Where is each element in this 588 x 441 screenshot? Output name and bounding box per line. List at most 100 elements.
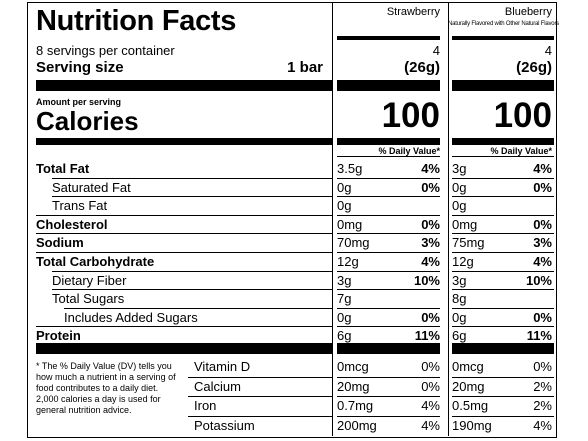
- column-row-divider: [337, 289, 440, 291]
- nutrient-name: Trans Fat: [52, 198, 108, 214]
- column-servings: 4: [432, 43, 440, 58]
- daily-value-header: % Daily Value*: [490, 146, 552, 156]
- vitamin-divider: [188, 376, 332, 378]
- row-divider: [36, 326, 332, 328]
- column-row-divider: [452, 233, 554, 235]
- column-serving-bar: [337, 80, 440, 91]
- calories-divider-bar: [36, 138, 332, 145]
- nutrient-amount: 70mg: [337, 235, 370, 251]
- vitamin-daily-value: 2%: [533, 378, 552, 394]
- nutrient-amount: 8g: [452, 291, 467, 307]
- calories-label: Calories: [36, 106, 139, 136]
- row-divider: [64, 307, 332, 309]
- nutrient-amount: 7g: [337, 291, 352, 307]
- nutrient-amount: 3g: [337, 272, 352, 288]
- vitamin-daily-value: 4%: [421, 398, 440, 413]
- nutrient-name: Total Fat: [36, 161, 90, 176]
- nutrient-amount: 0g: [452, 309, 467, 325]
- nutrient-daily-value: 0%: [533, 179, 552, 195]
- column-row-divider: [337, 270, 440, 272]
- nutrient-name: Total Sugars: [52, 291, 125, 307]
- vitamin-divider: [188, 415, 332, 417]
- column-calories-bar: [452, 138, 554, 145]
- flavor-name: Strawberry: [386, 6, 440, 18]
- nutrient-amount: 0g: [452, 198, 467, 214]
- nutrient-daily-value: 0%: [421, 179, 440, 195]
- nutrient-daily-value: 4%: [421, 254, 440, 269]
- row-divider: [52, 270, 332, 272]
- flavor-subnote: Naturally Flavored with Other Natural Fl…: [448, 21, 560, 27]
- nutrient-daily-value: 10%: [413, 272, 440, 288]
- nutrient-daily-value: 3%: [533, 235, 552, 251]
- column-row-divider: [452, 307, 554, 309]
- vitamin-amount: 0.5mg: [452, 398, 489, 413]
- column-row-divider: [452, 270, 554, 272]
- row-divider: [52, 289, 332, 291]
- column-serving-bar: [452, 80, 554, 91]
- vitamin-amount: 0.7mg: [337, 398, 374, 413]
- row-divider: [36, 214, 332, 216]
- column-servings: 4: [544, 43, 552, 58]
- column-row-divider: [452, 252, 554, 253]
- column-row-divider: [452, 214, 554, 216]
- row-divider: [52, 177, 332, 179]
- nutrient-name: Includes Added Sugars: [64, 309, 198, 325]
- vitamin-daily-value: 2%: [533, 398, 552, 413]
- row-divider: [52, 196, 332, 198]
- nutrient-amount: 0mg: [337, 216, 363, 232]
- nutrient-daily-value: 0%: [533, 216, 552, 232]
- nutrient-daily-value: 0%: [421, 216, 440, 232]
- vitamin-amount: 20mg: [337, 378, 370, 394]
- nutrient-daily-value: 4%: [533, 254, 552, 269]
- nutrient-amount: 6g: [452, 328, 467, 344]
- nutrition-facts-label: Nutrition Facts 8 servings per container…: [27, 2, 560, 438]
- column-serving-grams: (26g): [404, 59, 440, 76]
- vitamin-amount: 20mg: [452, 378, 485, 394]
- column-row-divider: [452, 177, 554, 179]
- nutrient-name: Total Carbohydrate: [36, 254, 155, 269]
- column-top-bar: [452, 36, 554, 40]
- footnote: * The % Daily Value (DV) tells you how m…: [36, 361, 176, 415]
- column-calories-bar: [337, 138, 440, 145]
- column-row-divider: [337, 177, 440, 179]
- nutrient-amount: 3.5g: [337, 161, 363, 176]
- column-row-divider: [452, 326, 554, 328]
- label-title: Nutrition Facts: [36, 5, 237, 37]
- nutrient-amount: 0g: [337, 179, 352, 195]
- column-divider-line: [337, 156, 440, 157]
- column-serving-grams: (26g): [516, 59, 552, 76]
- nutrient-name: Dietary Fiber: [52, 272, 127, 288]
- vitamin-amount: 200mg: [337, 417, 377, 433]
- nutrient-daily-value: 4%: [533, 161, 552, 176]
- column-row-divider: [337, 196, 440, 198]
- column-row-divider: [452, 289, 554, 291]
- nutrient-amount: 12g: [452, 254, 474, 269]
- column-divider-2: [448, 3, 449, 436]
- column-row-divider: [337, 307, 440, 309]
- vitamin-amount: 190mg: [452, 417, 492, 433]
- column-vitamin-divider: [452, 396, 554, 397]
- column-vitamin-divider: [337, 376, 440, 378]
- servings-per-container: 8 servings per container: [36, 43, 175, 58]
- nutrient-amount: 6g: [337, 328, 352, 344]
- amount-per-serving: Amount per serving: [36, 97, 122, 107]
- column-top-bar: [337, 36, 440, 40]
- nutrient-amount: 0mg: [452, 216, 478, 232]
- vitamin-daily-value: 0%: [421, 359, 440, 374]
- flavor-name: Blueberry: [504, 6, 552, 18]
- column-row-divider: [337, 214, 440, 216]
- column-row-divider: [337, 252, 440, 253]
- nutrient-daily-value: 3%: [421, 235, 440, 251]
- nutrient-name: Saturated Fat: [52, 179, 131, 195]
- daily-value-header: % Daily Value*: [378, 146, 440, 156]
- vitamin-daily-value: 4%: [533, 417, 552, 433]
- vitamin-daily-value: 0%: [533, 359, 552, 374]
- serving-divider-bar: [36, 80, 332, 91]
- vitamin-name: Vitamin D: [194, 359, 251, 374]
- nutrient-amount: 0g: [452, 179, 467, 195]
- column-vitamin-divider: [452, 415, 554, 417]
- column-calories: 100: [381, 96, 440, 135]
- vitamin-name: Iron: [194, 398, 217, 413]
- vitamin-amount: 0mcg: [337, 359, 369, 374]
- column-vitamin-divider: [337, 396, 440, 397]
